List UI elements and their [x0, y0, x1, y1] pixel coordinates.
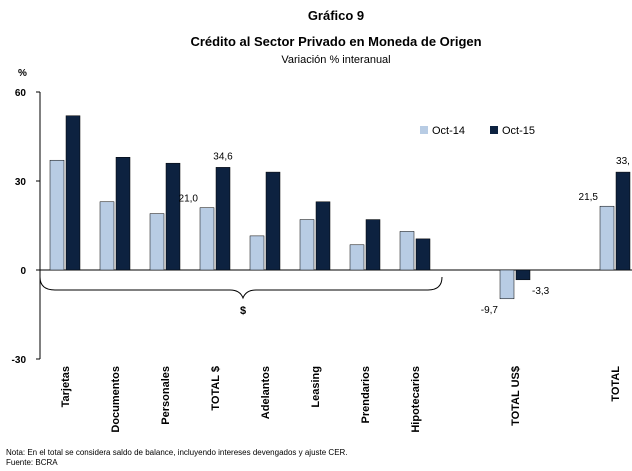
bar — [299, 219, 315, 271]
y-tick-label: 0 — [20, 266, 26, 277]
bar — [215, 167, 231, 271]
chart-subtitle: Variación % interanual — [281, 54, 390, 66]
bar — [49, 159, 65, 271]
bar — [315, 201, 331, 271]
brace — [39, 276, 443, 300]
bar — [499, 269, 515, 300]
data-label: 33, — [616, 156, 630, 167]
bar — [415, 238, 431, 271]
bar — [399, 231, 415, 271]
bar — [149, 213, 165, 271]
bar — [99, 201, 115, 271]
source: Fuente: BCRA — [6, 458, 58, 467]
data-label: 34,6 — [213, 151, 233, 162]
data-label: -9,7 — [481, 305, 499, 316]
y-tick-label: 30 — [15, 177, 27, 188]
bar — [249, 235, 265, 271]
bar — [199, 207, 215, 271]
x-tick-label: TOTAL US$ — [510, 366, 522, 426]
bar — [599, 205, 615, 271]
y-tick-label: 60 — [15, 88, 27, 99]
legend-swatch — [490, 126, 498, 134]
note: Nota: En el total se considera saldo de … — [6, 448, 348, 457]
chart-subtitle: Crédito al Sector Privado en Moneda de O… — [190, 34, 481, 49]
annotation: $ — [240, 305, 246, 317]
legend-swatch — [420, 126, 428, 134]
chart-title: Gráfico 9 — [308, 8, 364, 23]
legend-label: Oct-14 — [432, 125, 465, 137]
y-tick-label: -30 — [12, 355, 27, 366]
bar — [515, 269, 531, 281]
bar — [615, 171, 631, 271]
data-label: 21,5 — [579, 192, 599, 203]
bar — [65, 115, 81, 271]
x-tick-label: Documentos — [110, 366, 122, 433]
x-tick-label: TOTAL — [610, 366, 622, 402]
x-tick-label: Prendarios — [360, 366, 372, 423]
x-tick-label: TOTAL $ — [210, 366, 222, 411]
bar — [349, 244, 365, 271]
x-tick-label: Personales — [160, 366, 172, 425]
data-label: 21,0 — [179, 194, 199, 205]
x-tick-label: Tarjetas — [60, 366, 72, 407]
x-tick-label: Adelantos — [260, 366, 272, 419]
bar — [265, 171, 281, 271]
x-tick-label: Hipotecarios — [410, 366, 422, 433]
legend-label: Oct-15 — [502, 125, 535, 137]
bar — [165, 162, 181, 271]
x-tick-label: Leasing — [310, 366, 322, 408]
y-axis-label: % — [18, 68, 27, 79]
data-label: -3,3 — [532, 286, 550, 297]
bar — [365, 219, 381, 271]
bar — [115, 157, 131, 271]
